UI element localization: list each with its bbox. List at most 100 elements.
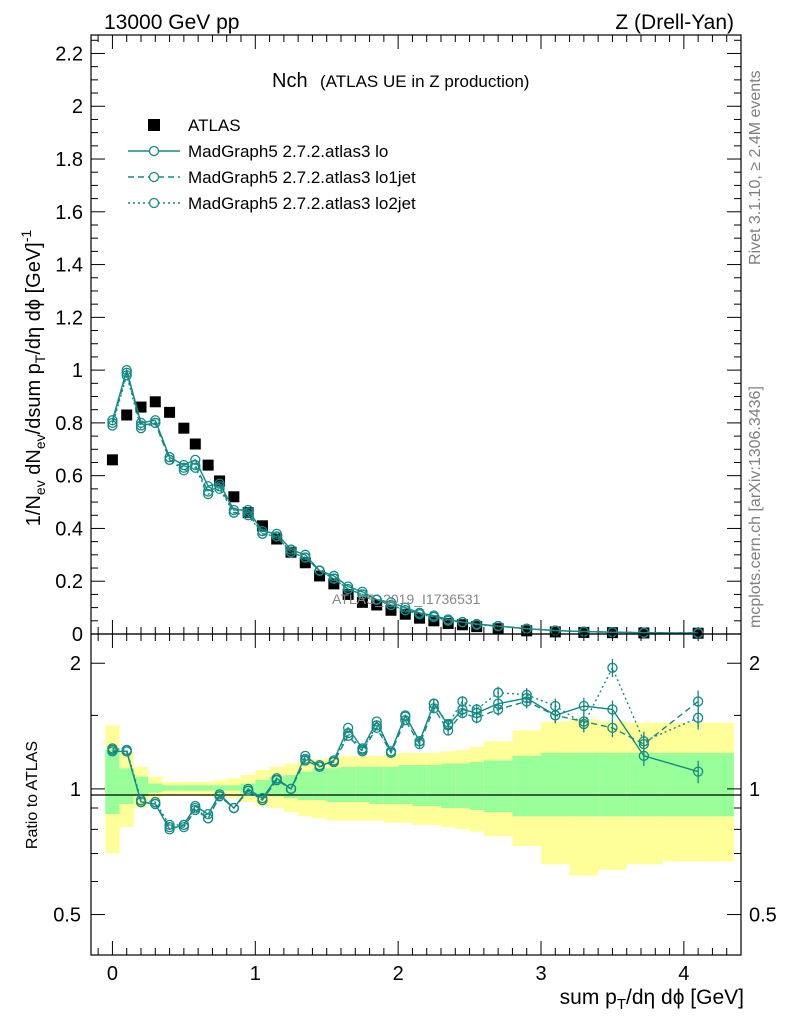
chart-title-sub: (ATLAS UE in Z production) [320,72,529,91]
legend: ATLAS MadGraph5 2.7.2.atlas3 lo MadGraph5 … [128,116,416,213]
ratio-marker-dashed [607,722,618,734]
mc-marker-solid [257,525,268,537]
atlas-data-point [271,533,283,545]
atlas-data-point [328,578,340,590]
atlas-data-point [121,409,133,421]
atlas-data-point [471,621,483,633]
ratio-marker-dotted [214,791,225,802]
ratio-marker-dotted [607,662,618,673]
ratio-band-inner [383,766,399,805]
ratio-ylabel: Ratio to ATLAS [24,741,41,849]
mc-marker-dashed [190,459,201,471]
ratio-marker-dotted [242,785,254,796]
ratio-marker-dotted [202,813,214,824]
ratio-marker-dotted [135,794,147,806]
atlas-data-point [456,619,468,631]
mc-marker-dotted [164,454,175,465]
mc-marker-dotted [271,531,282,542]
ratio-ytick-label-right: 2 [749,653,760,675]
mc-marker-dotted [357,589,368,600]
main-ytick-label: 1.6 [55,202,83,224]
ratio-frame [90,633,742,956]
ratio-marker-dotted [257,794,268,806]
ratio-xtick-label: 2 [393,963,404,985]
ratio-marker-dotted [638,736,650,747]
ratio-uncertainty-bands [105,719,734,876]
ratio-band-inner [369,766,384,805]
ratio-marker-solid [342,722,354,734]
ratio-band-inner [412,765,427,806]
mc-marker-solid [271,528,282,539]
mc-marker-dotted [492,620,504,632]
mc-marker-dotted [428,611,440,622]
legend-marker-dashed [148,171,160,183]
header-left: 13000 GeV pp [104,11,239,34]
main-ytick-label: 0.6 [55,466,83,488]
atlas-data-point [492,623,504,635]
atlas-data-point [285,546,297,558]
atlas-data-point [342,588,354,600]
ratio-marker-dotted [271,774,282,786]
main-ylabel: 1/Nev dNev/dsum pT/dη dϕ [GeV]-1 [18,230,48,527]
ratio-band-inner [569,752,599,817]
ratio-band-inner [255,780,270,795]
ratio-marker-dotted [385,746,397,757]
mc-marker-solid [385,597,397,608]
mc-marker-dotted [242,510,254,521]
ratio-marker-dashed [400,715,411,726]
ratio-xtick-label: 0 [107,963,118,985]
ratio-band-inner [483,760,513,813]
rivet-label: Rivet 3.1.10, ≥ 2.4M events [747,70,764,265]
ratio-marker-dashed [457,707,468,719]
ratio-band-inner [226,785,241,791]
ratio-marker-dotted [457,696,468,707]
ratio-band-inner [598,752,627,817]
mc-marker-dotted [400,605,411,616]
main-ytick-label: 0.8 [55,413,83,435]
mc-marker-dotted [521,623,532,634]
atlas-data-point [578,626,590,638]
ratio-line-solid [112,697,699,831]
header-right: Z (Drell-Yan) [615,11,734,34]
main-ytick-label: 0.2 [55,571,83,593]
ratio-marker-dotted [178,819,190,831]
ratio-band-inner [541,752,570,817]
mc-marker-dotted [414,609,425,620]
mc-marker-solid [242,504,254,516]
atlas-data-point [149,396,161,408]
atlas-data-point [692,627,704,639]
ratio-marker-solid [202,808,214,820]
ratio-ytick-label: 0.5 [53,905,81,927]
mc-marker-dotted [107,420,118,431]
ratio-marker-dashed [692,696,704,707]
main-ytick-label: 0.4 [55,518,83,540]
main-ytick-label: 1 [72,360,83,382]
ratio-band-inner [162,785,177,791]
ratio-band-inner [201,785,214,791]
ratio-band-inner [512,755,541,817]
analysis-tag: ATLAS_2019_I1736531 [332,591,481,607]
ratio-band-inner [298,771,313,801]
ratio-band-inner [119,768,134,805]
ratio-band-inner [148,783,163,793]
ratio-ytick-label: 2 [70,653,81,675]
atlas-data-point [299,557,311,569]
atlas-data-point [178,422,190,434]
ratio-marker-dotted [285,783,297,795]
ratio-ytick-label: 1 [70,779,81,801]
ratio-band-inner [326,768,341,803]
ratio-marker-dotted [342,727,354,739]
main-axis-ticks: 0 0.2 0.4 0.6 0.8 1 1.2 1.4 1.6 1.8 2 2.2 [55,35,741,646]
ratio-band-inner [355,766,370,803]
mc-marker-dotted [228,507,240,518]
ratio-xlabel: sum pT/dη dϕ [GeV] [560,986,744,1013]
ratio-marker-dotted [121,744,132,756]
main-plot-panel: 0 0.2 0.4 0.6 0.8 1 1.2 1.4 1.6 1.8 2 2.2 Nch (ATLA… [18,34,742,646]
ratio-xtick-label: 4 [678,963,689,985]
ratio-band-inner [441,763,456,808]
atlas-data-point [228,491,240,503]
atlas-data-point [549,626,561,638]
mc-line-dashed [111,370,699,634]
main-series-layer [106,364,704,639]
legend-label: MadGraph5 2.7.2.atlas3 lo [188,142,388,161]
